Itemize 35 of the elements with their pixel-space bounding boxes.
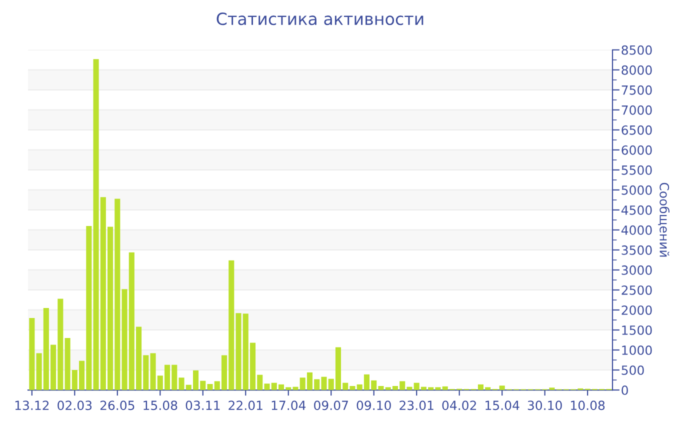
x-tick-label: 17.04 <box>272 400 306 410</box>
y-tick-label: 500 <box>622 365 644 375</box>
x-tick-label: 23.01 <box>400 400 434 410</box>
y-tick-label: 0 <box>622 385 628 395</box>
y-tick-label: 3500 <box>622 245 652 255</box>
y-tick-label: 5500 <box>622 165 652 175</box>
y-tick-label: 5000 <box>622 185 652 195</box>
y-tick-label: 2000 <box>622 305 652 315</box>
y-tick-label: 8500 <box>622 45 652 55</box>
y-tick-label: 7500 <box>622 85 652 95</box>
x-tick-label: 09.07 <box>314 400 348 410</box>
x-tick-label: 15.08 <box>144 400 178 410</box>
x-tick-label: 03.11 <box>186 400 220 410</box>
y-axis-title: Сообщений <box>658 182 670 257</box>
x-tick-label: 13.12 <box>15 400 49 410</box>
y-tick-label: 6500 <box>622 125 652 135</box>
y-tick-label: 2500 <box>622 285 652 295</box>
x-tick-label: 02.03 <box>58 400 92 410</box>
bar <box>29 318 35 390</box>
x-tick-label: 09.10 <box>356 400 391 410</box>
x-tick-label: 15.04 <box>486 400 520 410</box>
y-tick-label: 6000 <box>622 145 652 155</box>
y-tick-label: 7000 <box>622 105 652 115</box>
y-tick-label: 1000 <box>622 345 652 355</box>
x-tick-label: 30.10 <box>528 400 562 410</box>
y-tick-label: 4500 <box>621 205 652 215</box>
y-tick-label: 4000 <box>621 225 652 235</box>
y-tick-label: 3000 <box>622 265 652 275</box>
x-tick-label: 22.01 <box>228 400 262 410</box>
y-tick-label: 1500 <box>622 325 652 335</box>
chart-title: Статистика активности <box>216 12 424 26</box>
x-tick-label: 10.08 <box>571 400 605 410</box>
x-tick-label: 26.05 <box>100 400 134 410</box>
x-tick-label: 04.02 <box>442 400 476 410</box>
y-tick-label: 8000 <box>622 65 652 75</box>
